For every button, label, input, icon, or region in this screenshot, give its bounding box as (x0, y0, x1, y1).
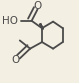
Text: O: O (33, 1, 42, 11)
Text: HO: HO (2, 16, 18, 26)
Text: O: O (11, 55, 19, 65)
